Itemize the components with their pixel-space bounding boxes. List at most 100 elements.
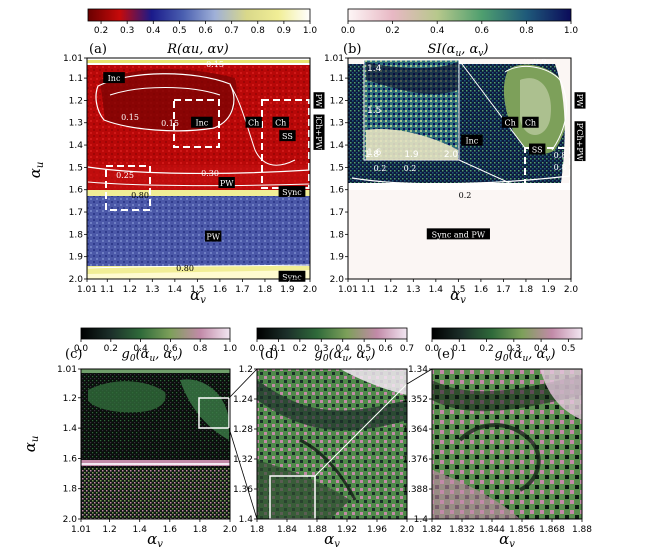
colorbar-e-tick-label: 0.5 [561,344,575,354]
inset-b-light [366,129,458,160]
axis-d-ytick-label: 1.28 [233,425,253,435]
axis-a-ytick-label: 1.4 [69,141,84,151]
axis-b-ytick-label: 1.1 [330,74,344,84]
zoom-line-c-2 [228,427,258,520]
axis-b-xtick-label: 1.9 [541,285,556,295]
inset-ytick-label: 1.5 [367,106,381,116]
axis-a-ytick-label: 1.1 [69,74,83,84]
contour-label-a: 0.15 [121,113,139,122]
axis-c-xtick-label: 2.0 [223,525,238,535]
panel-b-region-label: Ch+PW [574,129,586,162]
panel-c-title: g0(αu, αv) [122,347,183,364]
colorbar-a-tick-label: 0.4 [146,26,161,36]
heatmap-a-pw-region [87,196,310,272]
axis-d-frame [256,368,408,520]
colorbar-b-tick-label: 0.0 [341,26,356,36]
axis-a-xtick-label: 1.9 [280,285,295,295]
panel-c-letter: (c) [65,347,82,362]
axis-a-frame [86,57,311,280]
svg-text:SS: SS [282,132,293,141]
axis-d-ytick-label: 1.4 [239,515,254,525]
heatmap-e-light-corner [540,369,582,420]
axis-a-xtick-label: 1.3 [145,285,159,295]
colorbar-a-tick-label: 0.9 [277,26,292,36]
axis-c-ytick-label: 1.4 [63,424,78,434]
panel-c: 0.0 0.2 0.4 0.6 0.8 1.0 (c) g0(αu, αv) 1.01 1.… [21,327,258,548]
colorbar-a-tick-label: 0.3 [120,26,134,36]
colorbar-d-tick-label: 0.6 [378,344,393,354]
inset-xtick-label: 1.9 [404,150,419,160]
axis-e-xtick-label: 1.82 [422,525,442,535]
panel-e-title: g0(αu, αv) [495,347,556,364]
colorbar-d-tick-label: 0.1 [271,344,285,354]
panel-b-region-label: Ch [522,116,539,128]
axis-b-xtick-label: 1.7 [496,285,510,295]
axis-b-ytick-label: 2.0 [330,275,345,285]
colorbar-d-tick-label: 0.0 [250,344,265,354]
colorbar-b-tick-label: 0.6 [475,26,490,36]
contour-label-a: 0.80 [131,191,149,200]
axis-a-xtick-label: 1.7 [235,285,249,295]
panel-a-title: R(αu, αv) [166,42,228,57]
axis-e-xtick-label: 1.832 [449,525,475,535]
axis-b-xtick-label: 2.0 [564,285,579,295]
colorbar-d-tick-label: 0.2 [293,344,307,354]
heatmap-c-inc [88,381,166,413]
panel-d: 0.0 0.1 0.2 0.3 0.4 0.5 0.6 0.7 (d) g0(αu, αv) … [233,327,433,548]
svg-text:Sync: Sync [282,273,302,282]
box-c [198,397,230,429]
svg-text:Inc: Inc [465,137,478,146]
contour-label-b: 0.2 [404,164,417,173]
inset-b-dark [366,62,458,95]
svg-text:PW: PW [220,179,234,188]
axis-a-xtick-label: 1.5 [190,285,204,295]
axis-d-xtick-label: 1.92 [337,525,357,535]
panel-e-letter: (e) [437,347,455,362]
colorbar-e-bar [431,327,583,340]
axis-c-ytick-label: 1.6 [63,454,78,464]
panel-b-region-label: Inc [461,134,483,146]
axis-d-ytick-label: 1.36 [233,485,253,495]
panel-e: 0.0 0.1 0.2 0.3 0.4 0.5 (e) g0(αu, αv) 1.82 1.… [402,327,592,548]
axis-a-xtick-label: 1.1 [100,285,114,295]
colorbar-a-tick-label: 0.5 [172,26,186,36]
zoom-line-b-1 [458,59,526,149]
heatmap-c-sync-light [81,463,230,465]
axis-d-xtick-label: 1.88 [307,525,327,535]
colorbar-d-bar [256,327,408,340]
axis-b-xtick-label: 1.2 [384,285,398,295]
axis-e-ytick-label: 1.34 [408,365,428,375]
colorbar-e-tick-label: 0.2 [479,344,493,354]
axis-d-ytick-label: 1.24 [233,395,253,405]
axis-e-ytick-label: 1.352 [402,395,428,405]
axis-c-ytick-label: 1.8 [63,485,78,495]
panel-d-letter: (d) [260,347,278,362]
colorbar-e-tick-label: 0.4 [534,344,549,354]
panel-a-region-label: Sync [278,270,306,282]
svg-text:SS: SS [532,146,543,155]
axis-d-ytick-label: 1.2 [239,365,253,375]
heatmap-b-sync-line [348,183,571,190]
colorbar-d-tick-label: 0.3 [314,344,328,354]
panel-b-region-label: Ch [501,116,519,128]
axis-b-ytick-label: 1.01 [324,54,344,64]
axis-c-xtick-label: 1.01 [71,525,91,535]
svg-text:Inc: Inc [195,119,208,128]
axis-c-ytick-label: 2.0 [63,515,78,525]
heatmap-d-dark-band [257,380,407,431]
contour-a-3 [87,166,311,175]
panel-b: 0.0 0.2 0.4 0.6 0.8 1.0 (b) SI(αu, αv) 1.8 1.9… [324,8,586,306]
svg-text:Ch: Ch [248,119,259,128]
axis-b-ytick-label: 1.9 [330,253,345,263]
svg-text:Ch: Ch [505,119,516,128]
axis-b-xtick-label: 1.4 [429,285,444,295]
contour-b-1 [351,175,571,185]
panel-a-region-label: PW [313,92,325,109]
axis-a-xtick-label: 1.4 [168,285,183,295]
box-a-inc [173,99,220,148]
heatmap-b-right-white [555,64,571,190]
axis-a-ytick-label: 1.6 [69,186,84,196]
heatmap-a-sync-line [87,190,310,196]
colorbar-c-tick-label: 0.6 [163,344,178,354]
svg-text:Inc: Inc [108,74,121,83]
